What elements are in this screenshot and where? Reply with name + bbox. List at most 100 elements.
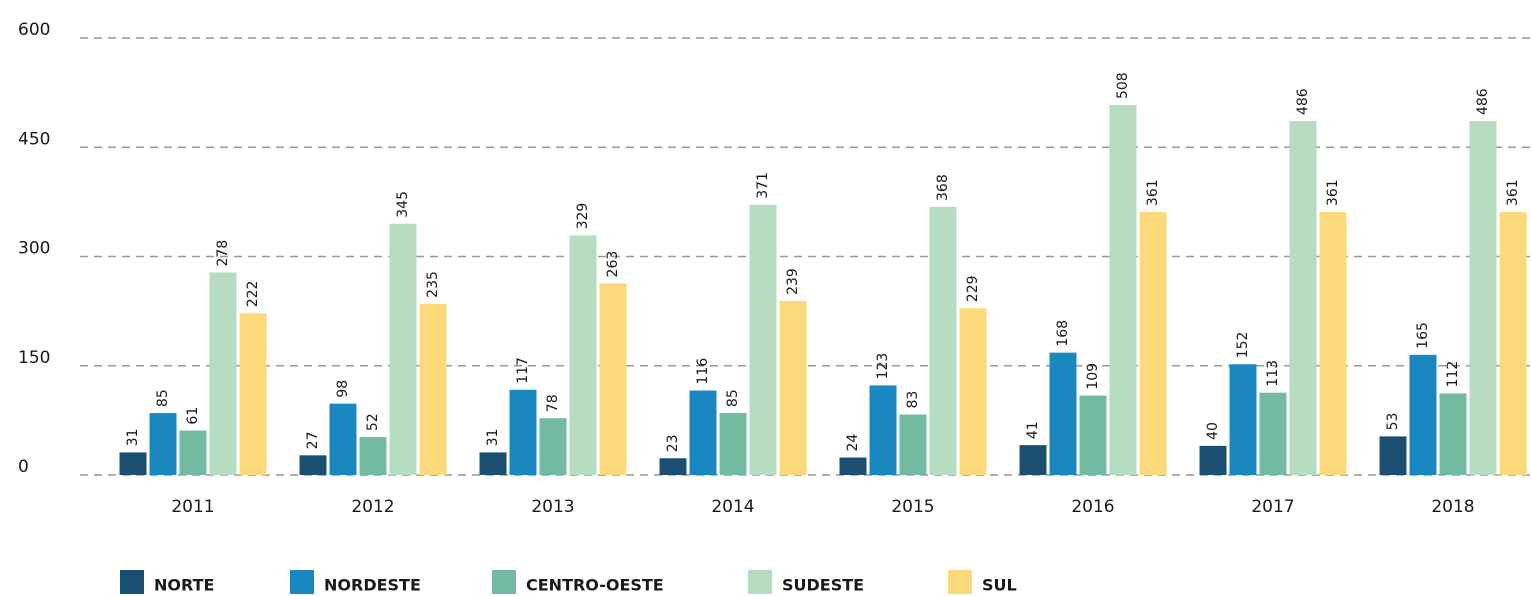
bar <box>1109 105 1137 476</box>
legend-swatch <box>120 570 144 594</box>
bar <box>929 206 957 475</box>
legend-label: NORDESTE <box>324 576 421 595</box>
x-tick-label: 2016 <box>1071 497 1114 517</box>
value-label: 85 <box>725 389 741 407</box>
value-label: 117 <box>515 357 531 384</box>
x-tick-label: 2011 <box>171 497 214 517</box>
value-label: 263 <box>605 251 621 278</box>
bar <box>959 308 987 475</box>
bar <box>509 389 537 475</box>
value-label: 85 <box>155 389 171 407</box>
bar <box>1469 121 1497 475</box>
bar <box>389 223 417 475</box>
x-tick-label: 2013 <box>531 497 574 517</box>
bar <box>569 235 597 475</box>
x-tick-label: 2015 <box>891 497 934 517</box>
bar <box>119 452 147 475</box>
bar <box>779 300 807 475</box>
value-label: 235 <box>425 271 441 298</box>
bar <box>1289 121 1317 475</box>
value-label: 123 <box>875 353 891 380</box>
value-label: 31 <box>125 429 141 447</box>
bar <box>599 283 627 475</box>
value-label: 24 <box>845 434 861 452</box>
bar <box>749 204 777 475</box>
bar <box>1499 212 1527 476</box>
value-label: 368 <box>935 174 951 201</box>
value-label: 152 <box>1235 332 1251 359</box>
value-label: 486 <box>1475 88 1491 115</box>
bar <box>1079 395 1107 475</box>
bar <box>239 313 267 475</box>
bar <box>1019 445 1047 475</box>
bar <box>1259 392 1287 475</box>
value-label: 116 <box>695 358 711 385</box>
bar <box>419 303 447 475</box>
y-tick-label: 300 <box>18 239 50 259</box>
bar <box>479 452 507 475</box>
bar <box>839 457 867 475</box>
value-label: 41 <box>1025 421 1041 439</box>
value-label: 508 <box>1115 72 1131 99</box>
y-tick-label: 150 <box>18 348 50 368</box>
bar <box>869 385 897 475</box>
value-label: 27 <box>305 432 321 450</box>
legend-label: CENTRO-OESTE <box>526 576 664 595</box>
value-label: 113 <box>1265 360 1281 387</box>
value-label: 98 <box>335 380 351 398</box>
value-label: 486 <box>1295 88 1311 115</box>
bar <box>899 414 927 475</box>
legend-label: SUL <box>982 576 1017 595</box>
bar <box>1409 354 1437 475</box>
x-tick-label: 2017 <box>1251 497 1294 517</box>
value-label: 165 <box>1415 322 1431 349</box>
bar <box>1049 352 1077 475</box>
bar <box>1319 212 1347 476</box>
value-label: 23 <box>665 434 681 452</box>
bar <box>329 403 357 475</box>
bar <box>149 413 177 475</box>
bar <box>1379 436 1407 475</box>
value-label: 239 <box>785 268 801 295</box>
value-label: 329 <box>575 203 591 230</box>
bar <box>1439 393 1467 475</box>
legend-label: SUDESTE <box>782 576 864 595</box>
bar <box>539 418 567 475</box>
value-label: 109 <box>1085 363 1101 390</box>
bar <box>1199 445 1227 475</box>
value-label: 345 <box>395 191 411 218</box>
bar <box>359 437 387 475</box>
bar <box>179 430 207 475</box>
bar <box>1139 212 1167 476</box>
legend-swatch <box>948 570 972 594</box>
value-label: 40 <box>1205 422 1221 440</box>
value-label: 31 <box>485 429 501 447</box>
y-tick-label: 0 <box>18 457 29 477</box>
legend-swatch <box>492 570 516 594</box>
bar <box>1229 364 1257 475</box>
bar <box>659 458 687 475</box>
value-label: 371 <box>755 172 771 199</box>
legend-swatch <box>748 570 772 594</box>
y-tick-label: 600 <box>18 20 50 40</box>
value-label: 361 <box>1145 179 1161 206</box>
value-label: 229 <box>965 275 981 302</box>
value-label: 222 <box>245 281 261 308</box>
y-tick-label: 450 <box>18 129 50 149</box>
value-label: 168 <box>1055 320 1071 347</box>
x-tick-label: 2012 <box>351 497 394 517</box>
legend-label: NORTE <box>154 576 214 595</box>
value-label: 61 <box>185 407 201 425</box>
value-label: 278 <box>215 240 231 267</box>
bar <box>719 413 747 475</box>
value-label: 361 <box>1505 179 1521 206</box>
value-label: 53 <box>1385 413 1401 431</box>
x-tick-label: 2014 <box>711 497 754 517</box>
value-label: 78 <box>545 394 561 412</box>
legend-swatch <box>290 570 314 594</box>
value-label: 112 <box>1445 361 1461 388</box>
value-label: 52 <box>365 413 381 431</box>
bar <box>299 455 327 475</box>
x-tick-label: 2018 <box>1431 497 1474 517</box>
